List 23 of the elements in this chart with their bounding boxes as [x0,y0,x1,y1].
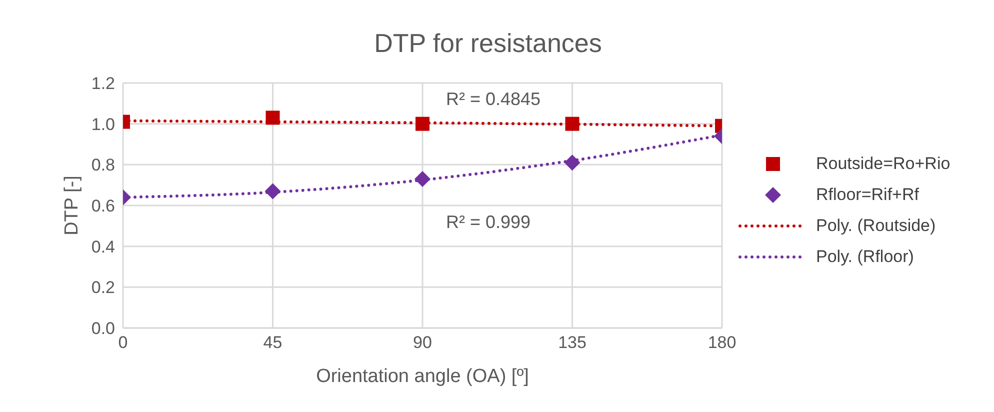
x-axis-title: Orientation angle (OA) [º] [316,366,529,387]
annotation: R² = 0.4845 [446,89,541,110]
y-axis-title: DTP [-] [62,176,83,236]
y-tick-label: 1.2 [91,74,115,94]
legend-label: Rfloor=Rif+Rf [816,184,919,204]
x-tick-label: 0 [118,333,128,352]
annotation: R² = 0.999 [446,212,531,233]
x-tick-label: 135 [558,333,586,352]
y-tick-label: 0.8 [91,156,115,175]
x-tick-label: 90 [413,333,432,352]
chart-title: DTP for resistances [373,28,603,59]
legend-label: Poly. (Routside) [816,216,936,236]
x-tick-label: 45 [263,333,282,352]
y-tick-label: 0.6 [91,196,115,216]
y-tick-label: 0.0 [91,319,115,338]
y-tick-label: 0.2 [91,278,115,298]
point [414,170,430,187]
y-tick-label: 1.0 [91,114,115,134]
x-tick-label: 180 [708,333,736,352]
legend-label: Poly. (Rfloor) [816,246,914,266]
y-tick-label: 0.4 [91,237,115,256]
legend-label: Routside=Ro+Rio [816,154,950,174]
point [416,116,430,131]
